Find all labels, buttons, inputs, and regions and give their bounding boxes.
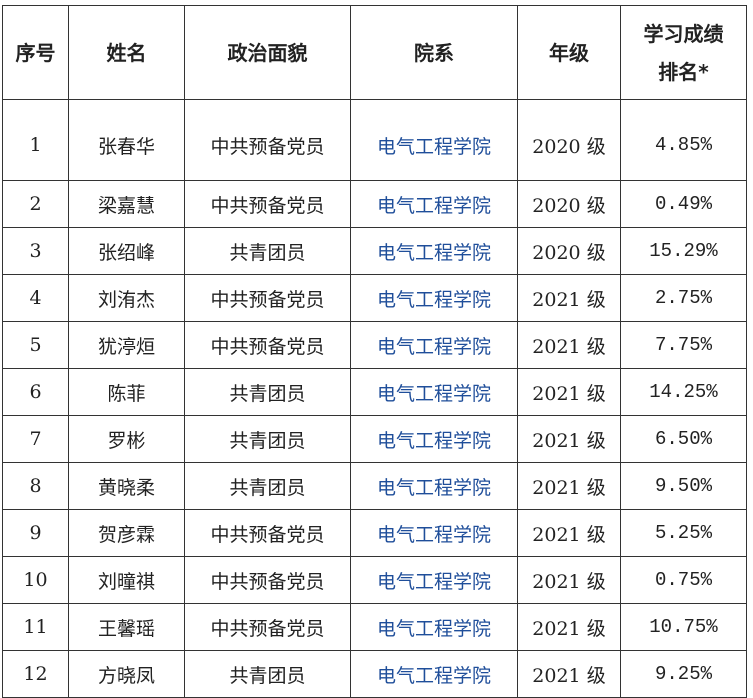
cell-grade: 2020 级	[517, 227, 621, 275]
table-row: 7 罗彬 共青团员 电气工程学院 2021 级 6.50%	[2, 415, 747, 463]
cell-department: 电气工程学院	[350, 227, 518, 275]
cell-rank: 9.50%	[620, 462, 747, 510]
cell-index: 9	[2, 509, 69, 557]
cell-political-status: 中共预备党员	[184, 509, 351, 557]
cell-political-status: 共青团员	[184, 227, 351, 275]
header-department: 院系	[350, 5, 518, 100]
cell-rank: 0.75%	[620, 556, 747, 604]
cell-grade: 2020 级	[517, 99, 621, 181]
cell-political-status: 中共预备党员	[184, 99, 351, 181]
cell-index: 12	[2, 650, 69, 698]
cell-grade: 2021 级	[517, 556, 621, 604]
cell-name: 罗彬	[68, 415, 185, 463]
cell-name: 刘曈祺	[68, 556, 185, 604]
cell-rank: 5.25%	[620, 509, 747, 557]
cell-grade: 2021 级	[517, 415, 621, 463]
table-row: 12 方晓凤 共青团员 电气工程学院 2021 级 9.25%	[2, 650, 747, 698]
cell-rank: 6.50%	[620, 415, 747, 463]
cell-political-status: 中共预备党员	[184, 603, 351, 651]
cell-department: 电气工程学院	[350, 321, 518, 369]
table-row: 6 陈菲 共青团员 电气工程学院 2021 级 14.25%	[2, 368, 747, 416]
cell-name: 王馨瑶	[68, 603, 185, 651]
cell-index: 8	[2, 462, 69, 510]
cell-name: 张绍峰	[68, 227, 185, 275]
cell-index: 7	[2, 415, 69, 463]
cell-rank: 2.75%	[620, 274, 747, 322]
cell-grade: 2021 级	[517, 462, 621, 510]
cell-grade: 2020 级	[517, 180, 621, 228]
cell-rank: 9.25%	[620, 650, 747, 698]
table-row: 9 贺彦霖 中共预备党员 电气工程学院 2021 级 5.25%	[2, 509, 747, 557]
table-row: 10 刘曈祺 中共预备党员 电气工程学院 2021 级 0.75%	[2, 556, 747, 604]
cell-department: 电气工程学院	[350, 650, 518, 698]
cell-grade: 2021 级	[517, 368, 621, 416]
cell-name: 方晓凤	[68, 650, 185, 698]
cell-index: 1	[2, 99, 69, 181]
cell-index: 11	[2, 603, 69, 651]
cell-rank: 4.85%	[620, 99, 747, 181]
header-political-status: 政治面貌	[184, 5, 351, 100]
table-row: 1 张春华 中共预备党员 电气工程学院 2020 级 4.85%	[2, 99, 747, 181]
cell-grade: 2021 级	[517, 274, 621, 322]
header-row: 序号 姓名 政治面貌 院系 年级 学习成绩排名*	[2, 5, 747, 100]
cell-department: 电气工程学院	[350, 368, 518, 416]
cell-rank: 14.25%	[620, 368, 747, 416]
cell-political-status: 中共预备党员	[184, 556, 351, 604]
cell-department: 电气工程学院	[350, 99, 518, 181]
table-row: 4 刘洧杰 中共预备党员 电气工程学院 2021 级 2.75%	[2, 274, 747, 322]
cell-index: 5	[2, 321, 69, 369]
cell-political-status: 共青团员	[184, 650, 351, 698]
table-row: 11 王馨瑶 中共预备党员 电气工程学院 2021 级 10.75%	[2, 603, 747, 651]
table-row: 2 梁嘉慧 中共预备党员 电气工程学院 2020 级 0.49%	[2, 180, 747, 228]
cell-department: 电气工程学院	[350, 556, 518, 604]
cell-name: 陈菲	[68, 368, 185, 416]
cell-index: 4	[2, 274, 69, 322]
cell-political-status: 共青团员	[184, 462, 351, 510]
cell-political-status: 中共预备党员	[184, 274, 351, 322]
student-table: 序号 姓名 政治面貌 院系 年级 学习成绩 排名* 1 张春华 中共预备党员 电气工程学…	[2, 5, 747, 698]
cell-index: 10	[2, 556, 69, 604]
cell-name: 黄晓柔	[68, 462, 185, 510]
cell-grade: 2021 级	[517, 321, 621, 369]
cell-grade: 2021 级	[517, 650, 621, 698]
header-rank-line2: 排名*	[658, 59, 709, 84]
table-row: 5 犹渟烜 中共预备党员 电气工程学院 2021 级 7.75%	[2, 321, 747, 369]
cell-index: 3	[2, 227, 69, 275]
header-index: 序号	[2, 5, 69, 100]
header-grade: 年级	[517, 5, 621, 100]
cell-name: 张春华	[68, 99, 185, 181]
cell-name: 梁嘉慧	[68, 180, 185, 228]
cell-political-status: 中共预备党员	[184, 180, 351, 228]
cell-department: 电气工程学院	[350, 180, 518, 228]
cell-grade: 2021 级	[517, 603, 621, 651]
cell-rank: 7.75%	[620, 321, 747, 369]
cell-political-status: 中共预备党员	[184, 321, 351, 369]
cell-rank: 0.49%	[620, 180, 747, 228]
header-name: 姓名	[68, 5, 185, 100]
cell-name: 刘洧杰	[68, 274, 185, 322]
table-row: 3 张绍峰 共青团员 电气工程学院 2020 级 15.29%	[2, 227, 747, 275]
cell-department: 电气工程学院	[350, 603, 518, 651]
header-rank-line1: 学习成绩	[643, 21, 724, 46]
cell-grade: 2021 级	[517, 509, 621, 557]
cell-name: 贺彦霖	[68, 509, 185, 557]
header-rank: 学习成绩排名*	[620, 5, 747, 100]
cell-political-status: 共青团员	[184, 368, 351, 416]
cell-department: 电气工程学院	[350, 462, 518, 510]
cell-index: 2	[2, 180, 69, 228]
cell-rank: 15.29%	[620, 227, 747, 275]
cell-department: 电气工程学院	[350, 274, 518, 322]
cell-rank: 10.75%	[620, 603, 747, 651]
cell-department: 电气工程学院	[350, 415, 518, 463]
cell-name: 犹渟烜	[68, 321, 185, 369]
cell-index: 6	[2, 368, 69, 416]
cell-department: 电气工程学院	[350, 509, 518, 557]
table-row: 8 黄晓柔 共青团员 电气工程学院 2021 级 9.50%	[2, 462, 747, 510]
cell-political-status: 共青团员	[184, 415, 351, 463]
